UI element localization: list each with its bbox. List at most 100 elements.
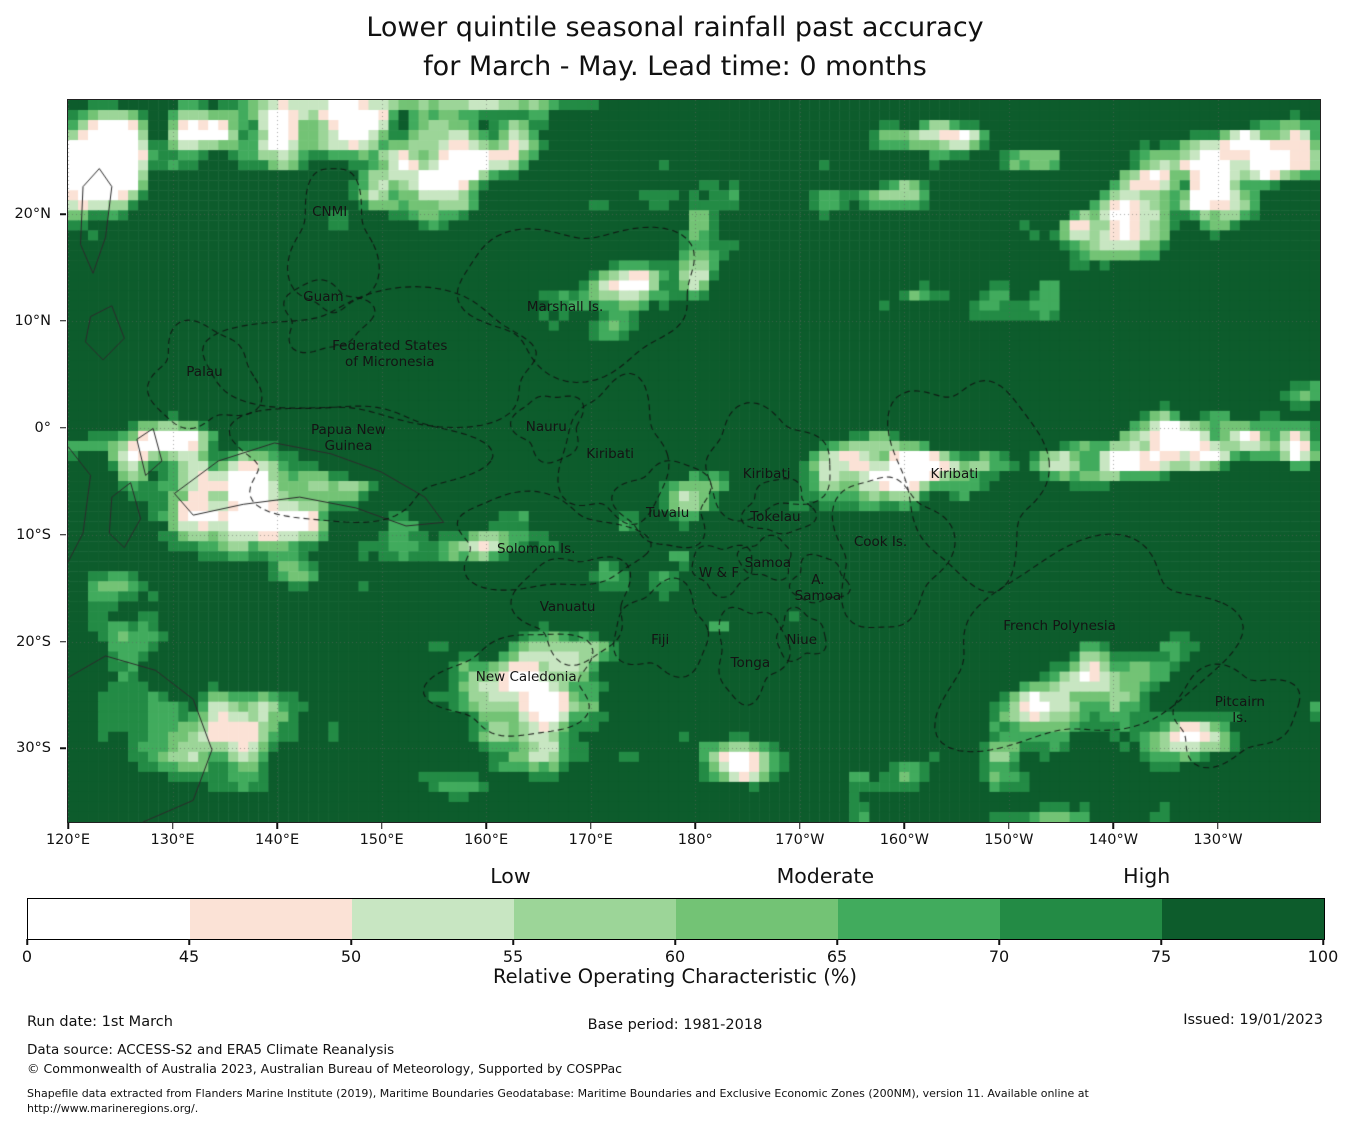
y-tick-mark	[60, 320, 66, 322]
colorbar-tick-label: 50	[340, 947, 362, 966]
map-region-label: Fiji	[651, 632, 670, 649]
rainfall-accuracy-map-canvas	[68, 100, 1320, 822]
map-region-label: Vanuatu	[539, 598, 596, 615]
map-region-labels: CNMI Guam Marshall Is. Federated States of …	[68, 100, 1320, 822]
colorbar-category-labels: Low Moderate High	[27, 864, 1323, 892]
y-tick-mark	[60, 533, 66, 536]
colorbar-tick-mark	[26, 939, 28, 945]
colorbar-category-label: High	[1123, 864, 1171, 888]
x-tick-label: 150°E	[359, 832, 404, 848]
map-region-label: New Caledonia	[475, 668, 577, 685]
y-tick-mark	[60, 747, 66, 750]
x-axis: 120°E 130°E 140°E 150°E 160°E 170°E 180° 170°W 1…	[46, 823, 1320, 857]
map-region-label: Papua New Guinea	[310, 421, 386, 454]
colorbar-tick-labels: 0 45 50 55 60 65 70 75 100	[22, 947, 1338, 967]
x-tick-label: 130°W	[1193, 832, 1243, 848]
colorbar-tick-label: 60	[664, 947, 686, 966]
x-tick-mark	[1008, 823, 1010, 829]
colorbar-segment-75-100	[1162, 899, 1324, 939]
colorbar-tick-label: 100	[1307, 947, 1339, 966]
metadata-row: Run date: 1st March Base period: 1981-20…	[27, 1012, 1323, 1036]
colorbar-segment-65-70	[838, 899, 1000, 939]
colorbar-tick-marks	[26, 939, 1324, 946]
x-tick-label: 160°W	[879, 832, 929, 848]
x-tick-mark	[799, 823, 801, 829]
colorbar-tick-mark	[836, 939, 838, 945]
colorbar-tick-mark	[1322, 939, 1324, 945]
map-region-label: Kiribati	[586, 445, 635, 462]
colorbar-tick-mark	[998, 939, 1000, 945]
map-region-label: Cook Is.	[853, 533, 908, 550]
map-region-label: Niue	[786, 632, 818, 649]
colorbar-tick-label: 55	[502, 947, 524, 966]
x-tick-mark	[1217, 823, 1219, 829]
map-region-label: French Polynesia	[1003, 618, 1116, 635]
map-area: CNMI Guam Marshall Is. Federated States of …	[67, 99, 1321, 823]
map-region-label: A. Samoa	[794, 572, 842, 605]
colorbar-category-label: Moderate	[776, 864, 875, 888]
x-tick-mark	[171, 823, 174, 829]
colorbar-category-label: Low	[490, 864, 531, 888]
colorbar-tick-mark	[1160, 939, 1162, 945]
x-tick-label: 150°W	[984, 832, 1034, 848]
colorbar-tick-label: 65	[826, 947, 848, 966]
colorbar-segment-70-75	[1000, 899, 1162, 939]
x-tick-mark	[589, 823, 592, 829]
x-tick-label: 140°E	[255, 832, 300, 848]
map-region-label: Pitcairn Is.	[1214, 694, 1265, 727]
x-tick-mark	[1112, 823, 1115, 829]
colorbar-tick-label: 75	[1150, 947, 1172, 966]
colorbar-tick-label: 45	[178, 947, 200, 966]
colorbar-segment-50-55	[352, 899, 514, 939]
y-tick-mark	[60, 427, 66, 429]
x-tick-label: 120°E	[45, 832, 91, 848]
issued-date: Issued: 19/01/2023	[1183, 1012, 1323, 1028]
colorbar-tick-mark	[512, 939, 514, 945]
x-tick-mark	[276, 823, 278, 829]
map-region-label: Kiribati	[742, 465, 791, 482]
colorbar-tick-label: 0	[21, 947, 33, 966]
colorbar-tick-mark	[188, 939, 190, 945]
map-region-label: Nauru	[525, 419, 567, 436]
x-tick-mark	[485, 823, 487, 829]
colorbar-segment-60-65	[676, 899, 838, 939]
base-period: Base period: 1981-2018	[587, 1017, 763, 1033]
x-tick-label: 160°E	[464, 832, 509, 848]
map-region-label: Solomon Is.	[497, 541, 576, 558]
colorbar-segment-45-50	[190, 899, 352, 939]
y-tick-label: 30°S	[16, 740, 51, 757]
y-axis: 20°N 10°N 0° 10°S 20°S 30°S	[0, 100, 67, 822]
colorbar-segment-0-45	[28, 899, 190, 939]
map-region-label: Palau	[186, 364, 223, 381]
map-region-label: Tuvalu	[646, 504, 690, 521]
copyright-notice: © Commonwealth of Australia 2023, Austra…	[27, 1061, 622, 1076]
map-region-label: Samoa	[744, 554, 792, 571]
colorbar-axis-label: Relative Operating Characteristic (%)	[492, 965, 858, 988]
map-region-label: CNMI	[312, 203, 348, 220]
y-tick-mark	[60, 213, 66, 215]
y-tick-label: 10°S	[16, 526, 51, 543]
chart-title-line1: Lower quintile seasonal rainfall past ac…	[366, 12, 984, 43]
x-tick-label: 170°E	[568, 832, 613, 848]
data-source: Data source: ACCESS-S2 and ERA5 Climate …	[27, 1042, 395, 1058]
x-tick-mark	[694, 823, 696, 829]
colorbar-tick-mark	[674, 939, 676, 945]
y-tick-mark	[60, 640, 66, 643]
map-region-label: W & F	[698, 564, 740, 581]
shapefile-note: Shapefile data extracted from Flanders M…	[27, 1087, 1089, 1115]
y-tick-label: 20°S	[16, 633, 51, 650]
y-tick-label: 20°N	[14, 206, 51, 223]
map-region-label: Tonga	[730, 655, 771, 672]
colorbar	[27, 898, 1325, 940]
x-tick-label: 170°W	[775, 832, 825, 848]
y-tick-label: 10°N	[14, 312, 51, 329]
x-tick-label: 140°W	[1088, 832, 1139, 848]
map-region-label: Marshall Is.	[526, 299, 604, 316]
x-tick-label: 130°E	[150, 832, 195, 848]
colorbar-tick-label: 70	[988, 947, 1010, 966]
colorbar-segment-55-60	[514, 899, 676, 939]
colorbar-tick-mark	[350, 939, 352, 945]
x-tick-label: 180°	[677, 832, 713, 848]
map-region-label: Tokelau	[750, 509, 801, 526]
map-region-label: Kiribati	[930, 465, 979, 482]
